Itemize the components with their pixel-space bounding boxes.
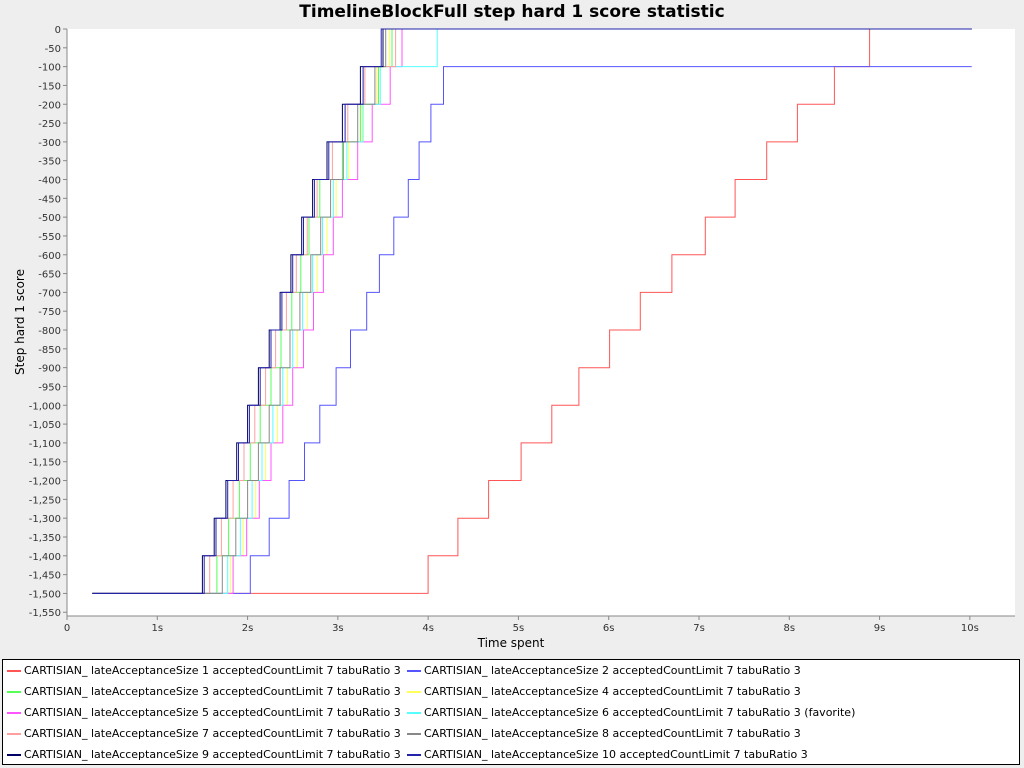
series-line-8 [92,28,972,594]
x-tick-label: 4s [422,623,434,634]
legend-swatch [7,733,21,735]
legend-swatch [7,754,21,756]
legend-swatch [407,691,421,693]
x-tick-label: 9s [874,623,886,634]
y-tick-label: 0 [55,25,61,36]
x-tick-label: 10s [961,623,979,634]
y-tick-label: -500 [38,213,61,224]
series-line-10 [92,28,972,594]
x-tick-label: 0 [64,623,70,634]
y-tick-label: -1,450 [29,571,61,582]
series-line-4 [92,28,972,594]
x-tick-label: 5s [513,623,525,634]
y-tick-label: -200 [38,100,61,111]
legend-swatch [407,712,421,714]
legend-label: CARTISIAN_ lateAcceptanceSize 8 accepted… [424,727,801,740]
y-tick-label: -750 [38,307,61,318]
y-tick-label: -900 [38,364,61,375]
chart-plot: 0 -50 -100 -150 -200 -250 -300 -350 -400 -450 -500… [13,25,1015,650]
y-ticks: 0 -50 -100 -150 -200 -250 -300 -350 -400 -450 -500… [29,25,67,619]
legend-swatch [7,691,21,693]
x-tick-label: 3s [332,623,344,634]
y-axis-label: Step hard 1 score [13,269,27,375]
chart-title: TimelineBlockFull step hard 1 score stat… [299,2,725,22]
y-tick-label: -1,100 [29,439,61,450]
legend-label: CARTISIAN_ lateAcceptanceSize 3 accepted… [24,685,401,698]
x-tick-label: 2s [242,623,254,634]
series-line-3 [92,28,972,594]
series-line-2 [92,66,972,594]
y-tick-label: -1,400 [29,552,61,563]
legend-swatch [407,754,421,756]
y-tick-label: -650 [38,270,61,281]
y-tick-label: -400 [38,176,61,187]
y-tick-label: -100 [38,63,61,74]
y-tick-label: -1,050 [29,420,61,431]
legend-label: CARTISIAN_ lateAcceptanceSize 5 accepted… [24,706,401,719]
y-tick-label: -450 [38,194,61,205]
x-tick-label: 8s [783,623,795,634]
legend-swatch [407,670,421,672]
series-layer [92,28,972,594]
y-tick-label: -700 [38,288,61,299]
series-line-7 [92,28,972,594]
x-tick-label: 6s [603,623,615,634]
x-ticks: 0 1s 2s 3s 4s 5s 6s 7s 8s 9s 10s [64,616,979,634]
legend-label: CARTISIAN_ lateAcceptanceSize 9 accepted… [24,748,401,761]
y-tick-label: -550 [38,232,61,243]
plot-area [67,29,1015,616]
legend-label: CARTISIAN_ lateAcceptanceSize 6 accepted… [424,706,856,719]
y-tick-label: -850 [38,345,61,356]
y-tick-label: -950 [38,382,61,393]
y-tick-label: -1,250 [29,495,61,506]
legend-swatch [407,733,421,735]
y-tick-label: -1,350 [29,533,61,544]
legend: CARTISIAN_ lateAcceptanceSize 1 accepted… [2,659,1020,765]
series-line-5 [92,28,972,594]
x-tick-label: 7s [693,623,705,634]
x-axis-label: Time spent [477,636,545,650]
y-tick-label: -1,000 [29,401,61,412]
y-tick-label: -1,300 [29,514,61,525]
series-line-9 [92,28,972,594]
series-line-6 [92,28,972,594]
y-tick-label: -1,500 [29,589,61,600]
legend-swatch [7,712,21,714]
y-tick-label: -50 [45,44,61,55]
legend-label: CARTISIAN_ lateAcceptanceSize 7 accepted… [24,727,401,740]
y-tick-label: -600 [38,251,61,262]
legend-label: CARTISIAN_ lateAcceptanceSize 2 accepted… [424,664,801,677]
y-tick-label: -1,200 [29,477,61,488]
x-tick-label: 1s [151,623,163,634]
y-tick-label: -800 [38,326,61,337]
legend-label: CARTISIAN_ lateAcceptanceSize 1 accepted… [24,664,401,677]
legend-label: CARTISIAN_ lateAcceptanceSize 4 accepted… [424,685,801,698]
legend-label: CARTISIAN_ lateAcceptanceSize 10 accepte… [424,748,808,761]
y-tick-label: -1,150 [29,458,61,469]
y-tick-label: -350 [38,157,61,168]
y-tick-label: -1,550 [29,608,61,619]
y-tick-label: -300 [38,138,61,149]
y-tick-label: -150 [38,81,61,92]
series-line-1 [92,28,972,594]
y-tick-label: -250 [38,119,61,130]
legend-swatch [7,670,21,672]
